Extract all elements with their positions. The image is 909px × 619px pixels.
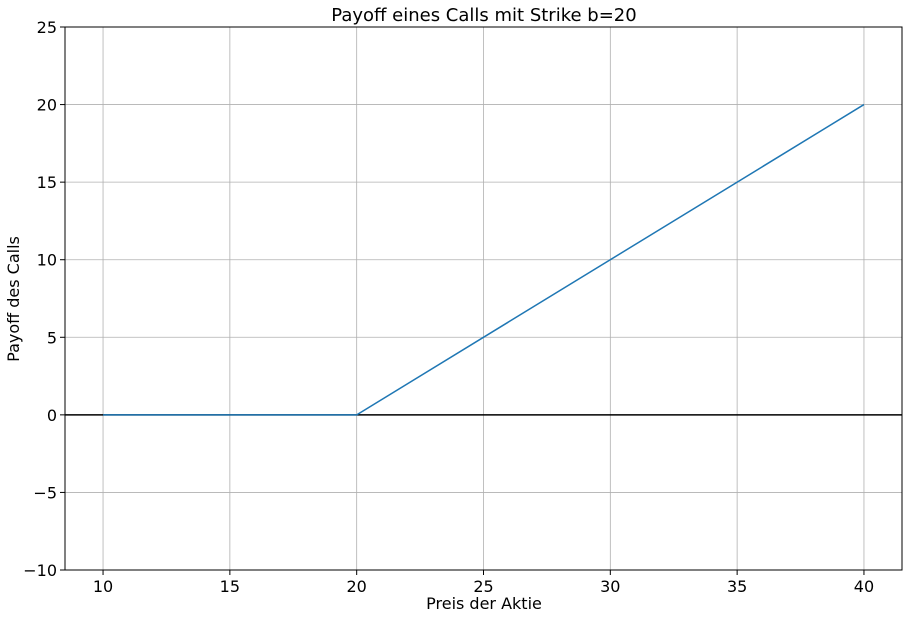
x-tick-label: 25: [473, 577, 493, 596]
x-tick-label: 20: [347, 577, 367, 596]
grid-layer: [65, 26, 902, 571]
y-tick-label: −10: [23, 561, 57, 580]
y-tick-label: 5: [47, 328, 57, 347]
y-tick-label: 15: [37, 173, 57, 192]
x-tick-label: 10: [93, 577, 113, 596]
y-tick-label: 25: [37, 18, 57, 37]
y-tick-label: 20: [37, 96, 57, 115]
y-axis-label: Payoff des Calls: [4, 236, 23, 362]
x-tick-label: 15: [220, 577, 240, 596]
ticks-layer: 10 15 20 25 30 35 40 −10 −5 0 5 10 15 20 25: [23, 18, 874, 596]
y-tick-label: 10: [37, 251, 57, 270]
x-tick-label: 40: [854, 577, 874, 596]
series-line: [103, 103, 865, 416]
chart-title: Payoff eines Calls mit Strike b=20: [331, 5, 636, 26]
y-tick-label: 0: [47, 406, 57, 425]
x-tick-label: 35: [727, 577, 747, 596]
series-layer: [103, 103, 865, 416]
x-axis-label: Preis der Aktie: [426, 594, 542, 613]
x-tick-label: 30: [600, 577, 620, 596]
y-tick-label: −5: [33, 483, 57, 502]
